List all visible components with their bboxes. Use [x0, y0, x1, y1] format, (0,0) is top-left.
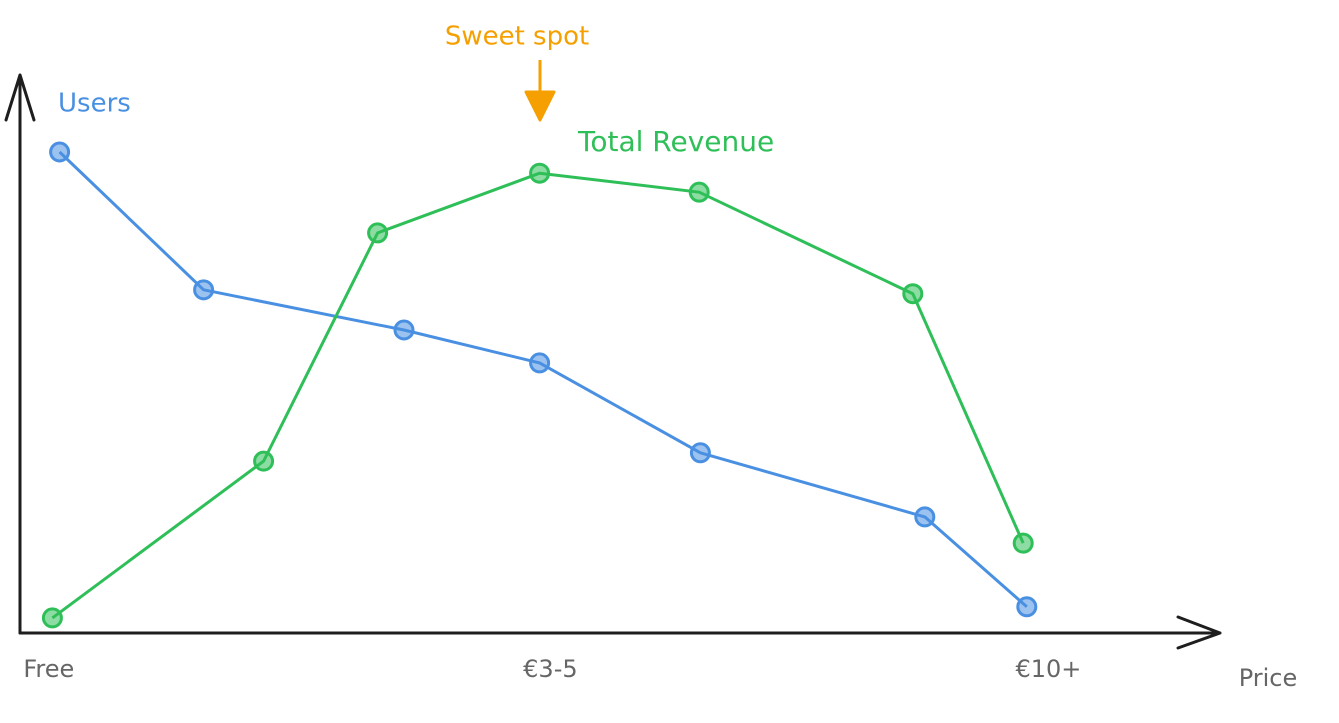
annotation-arrow	[524, 60, 556, 122]
data-point	[393, 319, 415, 341]
data-point	[914, 506, 936, 528]
data-point	[529, 162, 551, 184]
data-point	[41, 607, 63, 629]
legend-label: Users	[58, 89, 131, 119]
x-axis-label: Price	[1239, 664, 1298, 692]
series-line	[58, 150, 1028, 608]
legend-label: Total Revenue	[577, 125, 774, 158]
data-point	[1012, 532, 1034, 554]
data-point	[689, 442, 711, 464]
data-point	[529, 352, 551, 374]
data-point	[688, 181, 710, 203]
x-tick-label: €3-5	[523, 655, 577, 683]
data-point	[367, 222, 389, 244]
series-line	[51, 171, 1025, 620]
data-point	[193, 279, 215, 301]
data-point	[253, 450, 275, 472]
x-axis	[18, 615, 1222, 650]
annotation: Sweet spot	[445, 22, 589, 52]
data-point	[902, 283, 924, 305]
x-tick-label: Free	[23, 655, 74, 683]
data-point	[49, 141, 71, 163]
x-tick-label: €10+	[1015, 655, 1081, 683]
y-axis	[4, 73, 36, 635]
data-point	[1016, 596, 1038, 618]
